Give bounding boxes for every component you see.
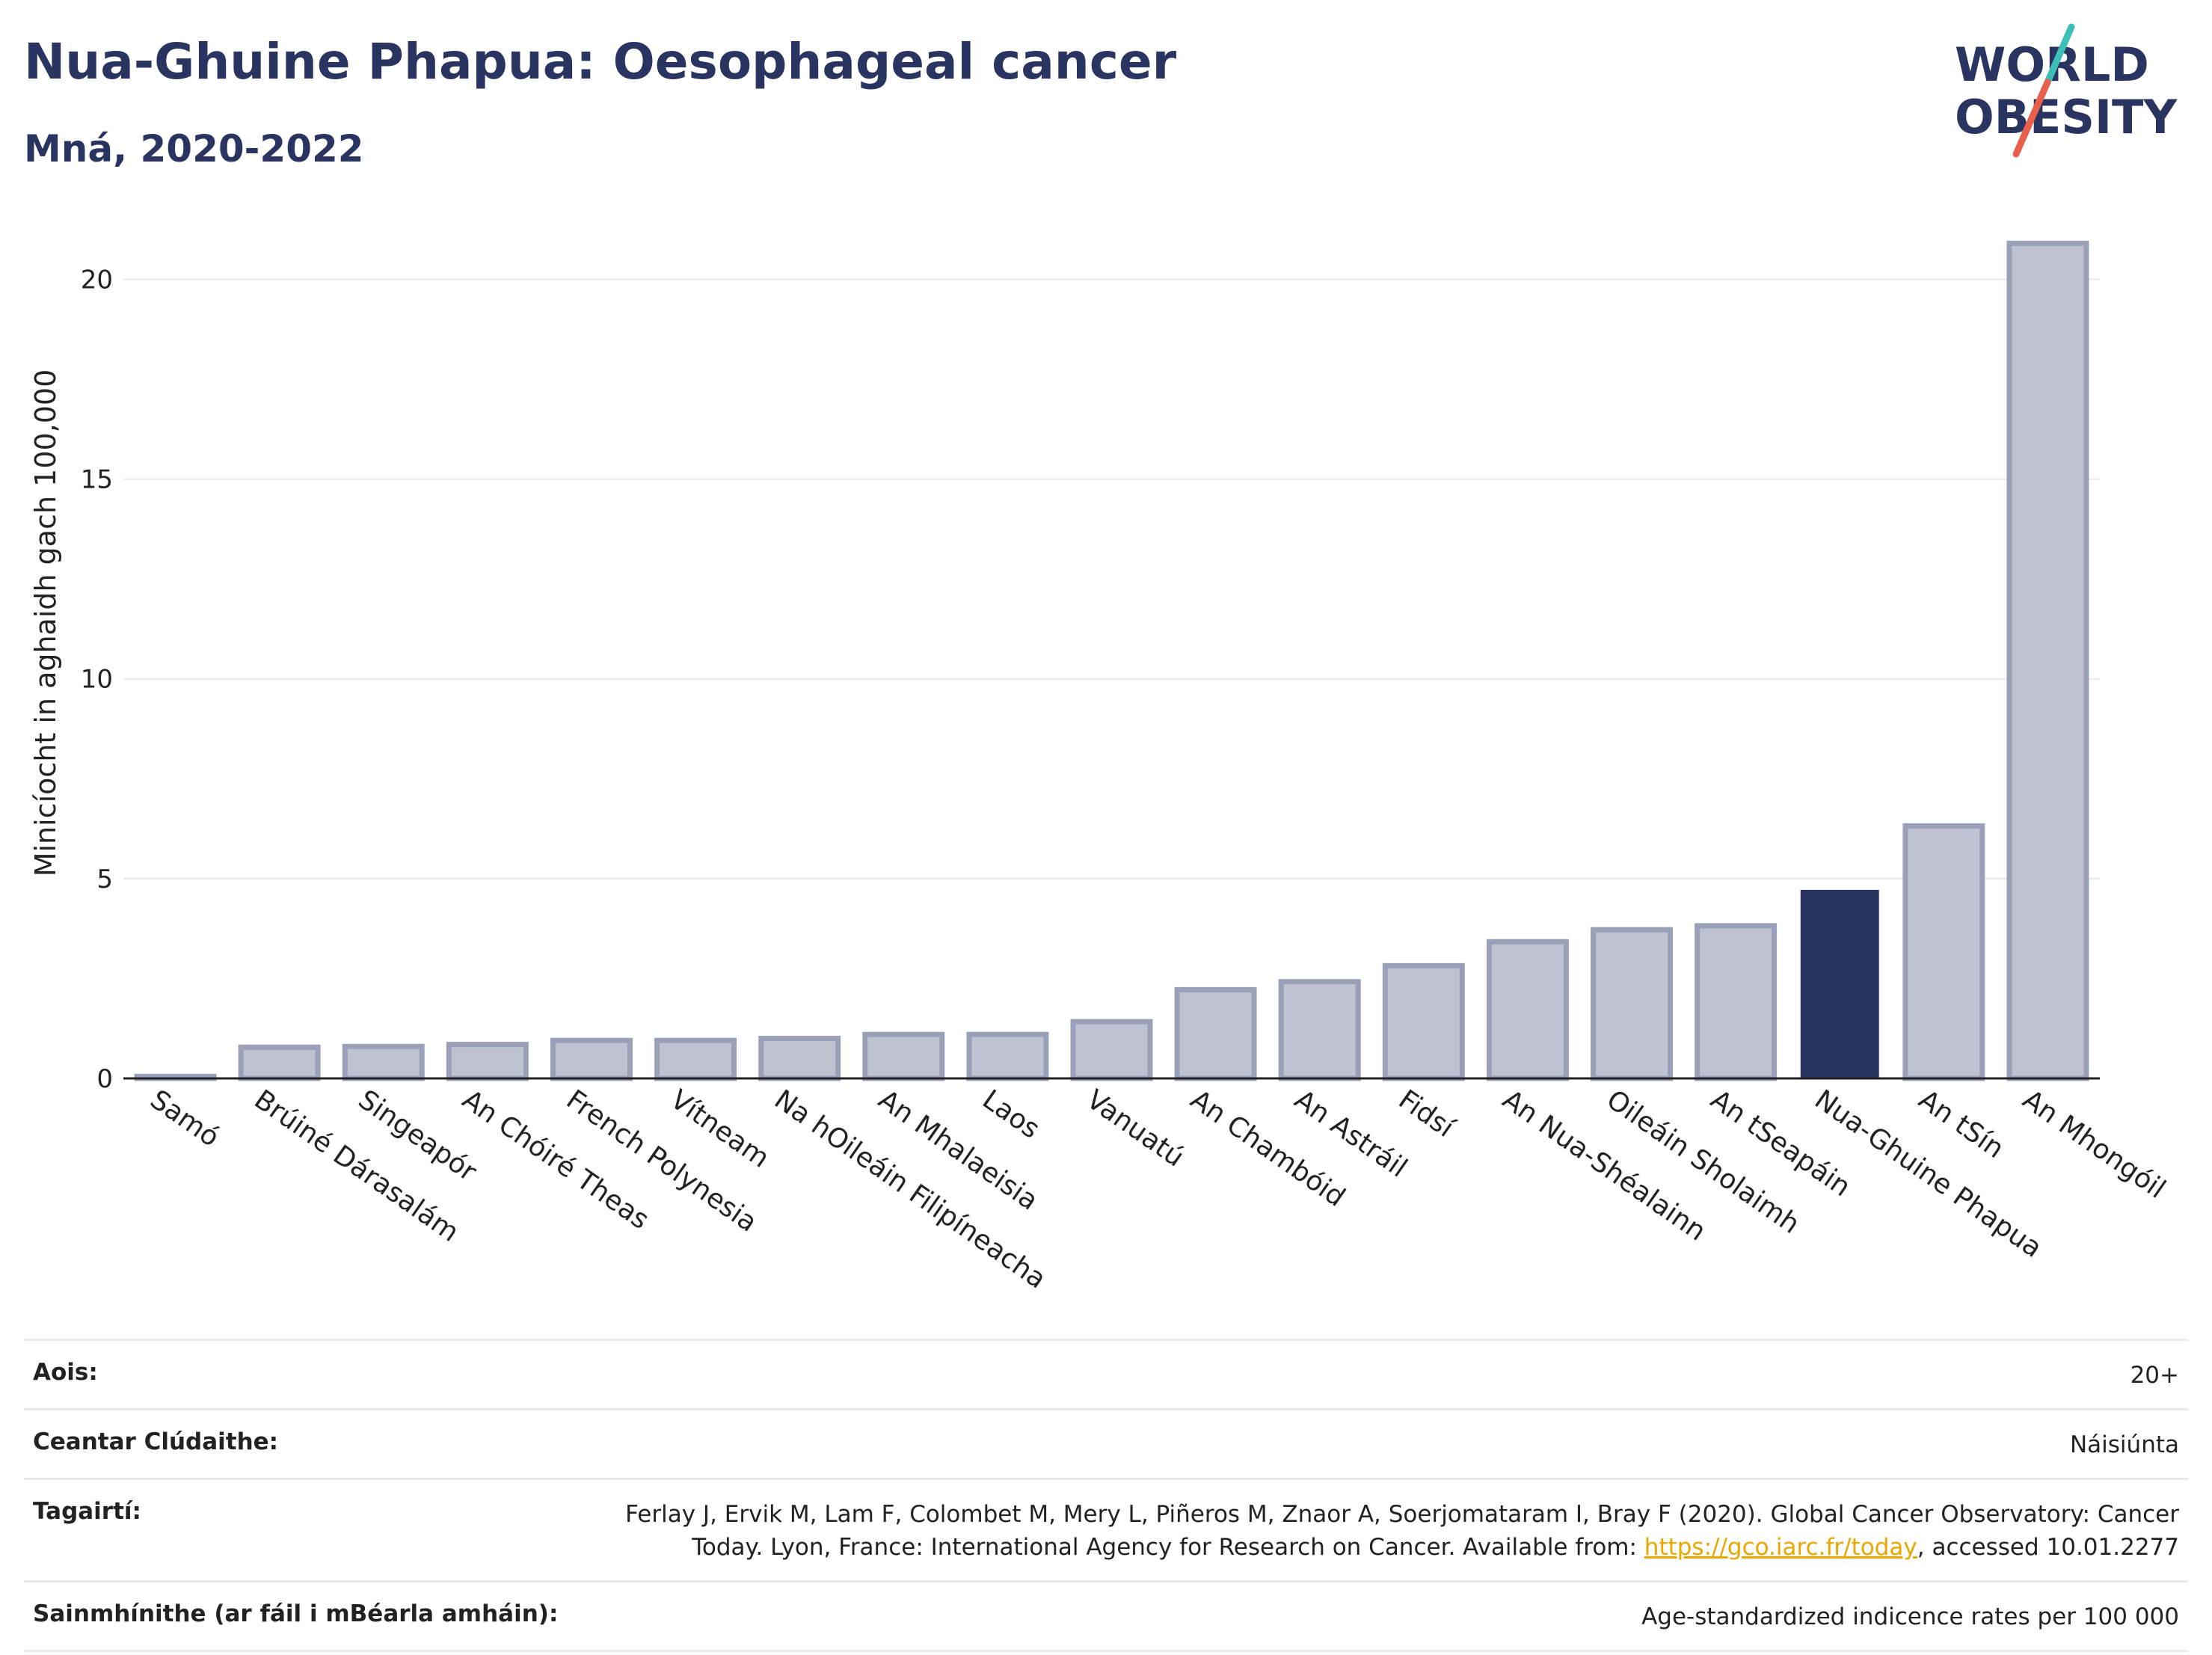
bar-19 bbox=[2006, 240, 2089, 1081]
info-key: Ceantar Clúdaithe: bbox=[33, 1428, 279, 1455]
bar-3 bbox=[342, 1043, 425, 1081]
reference-accessed: , accessed 10.01.2277 bbox=[1917, 1534, 2179, 1561]
info-row-references: Tagairtí: Ferlay J, Ervik M, Lam F, Colo… bbox=[24, 1478, 2188, 1580]
bar-16 bbox=[1695, 923, 1778, 1081]
info-value: Age-standardized indicence rates per 100… bbox=[1641, 1603, 2179, 1630]
y-tick-label: 15 bbox=[81, 465, 113, 495]
y-tick-label: 5 bbox=[96, 865, 113, 894]
info-key: Tagairtí: bbox=[33, 1498, 141, 1525]
x-tick-label: Laos bbox=[977, 1084, 1045, 1145]
info-value: Ferlay J, Ervik M, Lam F, Colombet M, Me… bbox=[571, 1498, 2179, 1564]
bar-18 bbox=[1902, 823, 1985, 1081]
bar-6 bbox=[654, 1037, 737, 1081]
logo-line2: OBESITY bbox=[1955, 90, 2178, 144]
x-tick-label: Samó bbox=[144, 1084, 224, 1153]
logo-slash-teal bbox=[2044, 23, 2075, 86]
info-row-age: Aois: 20+ bbox=[24, 1339, 2188, 1408]
x-tick-label: Fidsí bbox=[1393, 1084, 1460, 1144]
bars bbox=[134, 240, 2089, 1081]
info-value: Náisiúnta bbox=[2069, 1431, 2179, 1458]
chart-subtitle: Mná, 2020-2022 bbox=[24, 127, 364, 171]
bar-15 bbox=[1591, 927, 1673, 1081]
grid-lines bbox=[123, 278, 2100, 879]
bar-14 bbox=[1486, 939, 1569, 1081]
reference-link[interactable]: https://gco.iarc.fr/today bbox=[1644, 1534, 1917, 1561]
bar-8 bbox=[862, 1031, 945, 1081]
y-axis-title: Minicíocht in aghaidh gach 100,000 bbox=[29, 369, 62, 877]
bar-4 bbox=[446, 1042, 529, 1081]
y-tick-label: 20 bbox=[81, 265, 113, 295]
info-key: Sainmhínithe (ar fáil i mBéarla amháin): bbox=[33, 1600, 559, 1627]
info-row-coverage: Ceantar Clúdaithe: Náisiúnta bbox=[24, 1408, 2188, 1478]
info-value: 20+ bbox=[2130, 1362, 2179, 1389]
x-tick-label: An tSín bbox=[1913, 1084, 2009, 1164]
x-tick-label: French Polynesia bbox=[561, 1084, 763, 1238]
y-tick-label: 0 bbox=[96, 1064, 113, 1094]
info-row-definitions: Sainmhínithe (ar fáil i mBéarla amháin):… bbox=[24, 1580, 2188, 1652]
logo-slash-coral bbox=[2012, 79, 2051, 158]
world-obesity-logo: WORLD OBESITY bbox=[1955, 23, 2178, 158]
bar-12 bbox=[1278, 979, 1361, 1081]
bar-2 bbox=[238, 1044, 321, 1081]
x-tick-label: An Mhongóil bbox=[2017, 1084, 2171, 1205]
reference-text: Ferlay J, Ervik M, Lam F, Colombet M, Me… bbox=[625, 1501, 2179, 1561]
x-tick-label: Vanuatú bbox=[1081, 1084, 1189, 1173]
bar-17 bbox=[1800, 889, 1879, 1080]
bar-5 bbox=[550, 1037, 633, 1081]
bar-9 bbox=[966, 1031, 1049, 1081]
bar-7 bbox=[758, 1036, 841, 1081]
bar-13 bbox=[1382, 962, 1465, 1081]
info-table: Aois: 20+ Ceantar Clúdaithe: Náisiúnta T… bbox=[24, 1339, 2188, 1652]
bar-11 bbox=[1174, 986, 1257, 1081]
y-tick-label: 10 bbox=[81, 665, 113, 695]
x-tick-label: An Chóiré Theas bbox=[457, 1084, 655, 1235]
bar-10 bbox=[1070, 1019, 1153, 1081]
chart-title: Nua-Ghuine Phapua: Oesophageal cancer bbox=[24, 33, 1177, 90]
info-key: Aois: bbox=[33, 1359, 98, 1386]
